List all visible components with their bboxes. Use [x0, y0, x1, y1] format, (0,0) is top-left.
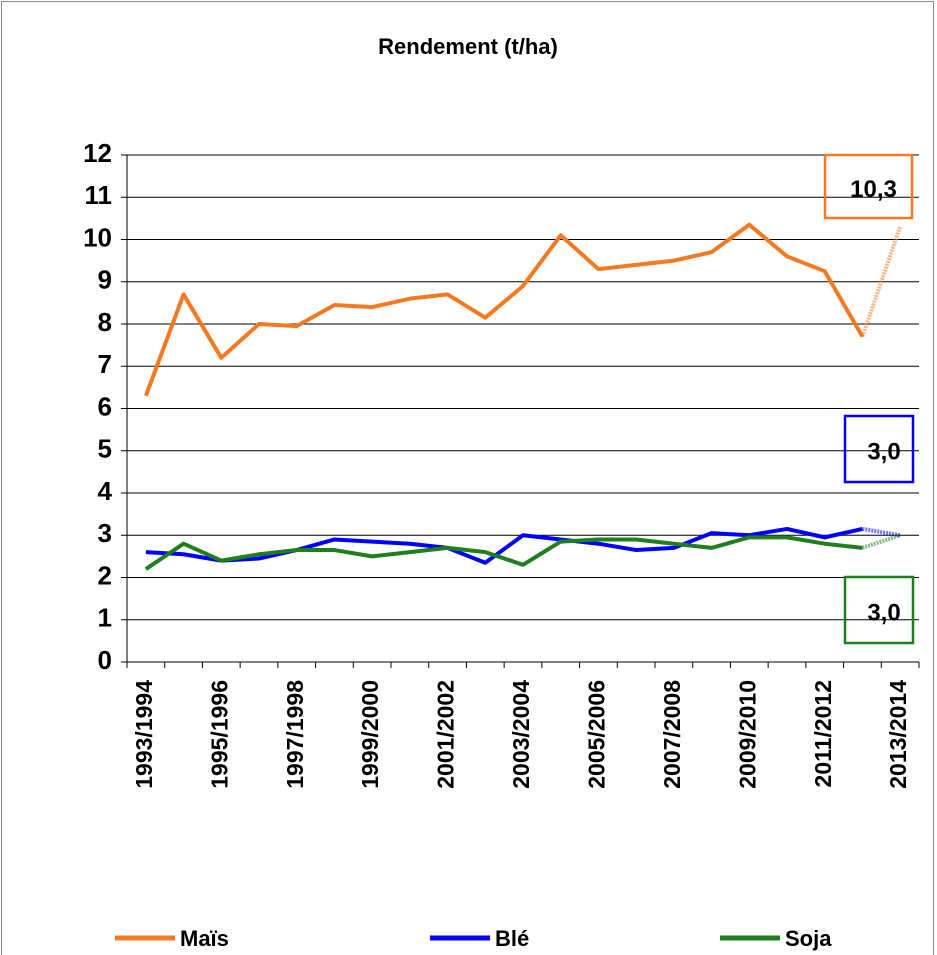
- series-line-estimate: [861, 533, 901, 550]
- annotation-box: [843, 414, 915, 484]
- y-tick-label: 9: [98, 265, 112, 295]
- x-tick-label: 2001/2002: [433, 680, 459, 789]
- series-line-estimate: [862, 526, 901, 538]
- x-tick-label: 2007/2008: [659, 680, 685, 789]
- x-tick-label: 2005/2006: [584, 680, 610, 789]
- y-tick-label: 11: [85, 180, 113, 210]
- x-tick-label: 2011/2012: [810, 680, 836, 787]
- x-tick-label: 1999/2000: [357, 680, 383, 789]
- y-tick-label: 10: [83, 222, 112, 252]
- legend-label: Soja: [785, 926, 832, 951]
- annotation-text: 3,0: [867, 438, 900, 465]
- y-tick-label: 2: [98, 560, 112, 590]
- y-tick-label: 12: [83, 138, 112, 168]
- y-tick-label: 6: [98, 391, 112, 421]
- y-tick-label: 4: [98, 476, 113, 506]
- x-tick-label: 1997/1998: [282, 680, 308, 789]
- y-tick-label: 5: [98, 434, 112, 464]
- x-tick-label: 1993/1994: [131, 680, 157, 789]
- annotation-text: 10,3: [850, 176, 897, 203]
- y-tick-label: 7: [98, 349, 112, 379]
- legend-label: Blé: [495, 926, 529, 951]
- x-tick-label: 2003/2004: [508, 680, 534, 789]
- series-line-estimate: [860, 226, 903, 338]
- y-tick-label: 1: [98, 603, 112, 633]
- x-tick-label: 1995/1996: [206, 680, 232, 789]
- annotation-box: [843, 575, 915, 645]
- chart-title: Rendement (t/ha): [378, 34, 558, 59]
- annotation-text: 3,0: [867, 599, 900, 626]
- x-tick-label: 2013/2014: [885, 680, 911, 789]
- legend-label: Maïs: [180, 926, 229, 951]
- annotation-box: [823, 153, 914, 220]
- y-tick-label: 3: [98, 518, 112, 548]
- y-tick-label: 0: [98, 645, 112, 675]
- y-tick-label: 8: [98, 307, 112, 337]
- series-line: [145, 526, 863, 565]
- series-line: [143, 222, 865, 397]
- x-tick-label: 2009/2010: [734, 680, 760, 789]
- series-line: [144, 535, 863, 571]
